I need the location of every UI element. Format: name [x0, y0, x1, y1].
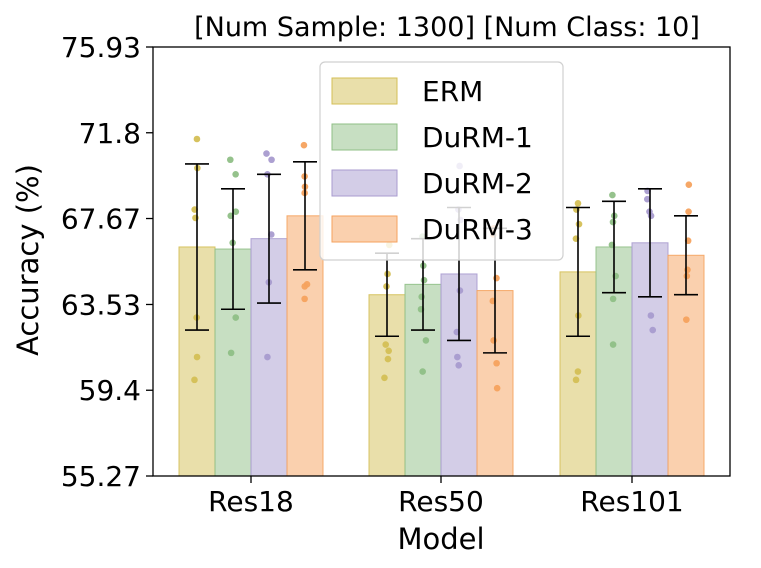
y-tick-label: 67.67	[61, 203, 141, 236]
legend-swatch	[331, 215, 398, 243]
data-point	[420, 276, 428, 284]
data-point	[643, 195, 651, 203]
data-point	[300, 141, 308, 149]
data-point	[609, 218, 617, 226]
data-point	[232, 208, 240, 215]
data-point	[683, 316, 690, 323]
data-point	[264, 353, 271, 361]
x-tick-label: Res18	[208, 485, 294, 518]
data-point	[382, 341, 390, 348]
legend-swatch	[331, 123, 398, 151]
data-point	[609, 191, 616, 199]
data-point	[419, 368, 426, 375]
legend-label: DuRM-2	[422, 167, 533, 200]
data-point	[385, 347, 392, 355]
data-point	[268, 156, 275, 164]
data-point	[422, 337, 430, 344]
data-point	[456, 287, 464, 294]
data-point	[647, 212, 655, 220]
data-point	[685, 208, 692, 215]
data-point	[454, 353, 461, 361]
data-point	[683, 272, 691, 280]
data-point	[455, 362, 463, 369]
data-point	[493, 274, 500, 282]
data-point	[647, 312, 655, 319]
data-point	[609, 295, 617, 303]
data-point	[384, 355, 392, 363]
data-point	[685, 181, 693, 188]
plot-area: 55.27 59.4 63.53 67.67 71.8 75.93 Res18 Res50 Re…	[61, 31, 731, 518]
x-tick-label: Res50	[398, 485, 484, 518]
data-point	[301, 295, 308, 303]
x-tick-label: Res101	[580, 485, 683, 518]
x-axis-label: Model	[397, 522, 484, 556]
data-point	[301, 283, 309, 290]
y-tick-label: 63.53	[61, 288, 141, 321]
y-tick-label: 55.27	[61, 460, 141, 493]
data-point	[381, 374, 388, 382]
data-point	[227, 349, 235, 357]
data-point	[263, 150, 270, 157]
y-tick-label: 59.4	[79, 374, 141, 407]
data-point	[193, 353, 201, 361]
data-point	[574, 368, 582, 375]
data-point	[191, 376, 198, 384]
y-tick-label: 75.93	[61, 31, 141, 64]
data-point	[684, 266, 691, 274]
data-point	[649, 326, 657, 334]
data-point	[493, 384, 501, 392]
data-point	[193, 135, 201, 143]
legend-swatch	[331, 77, 398, 105]
y-tick-label: 71.8	[79, 117, 141, 150]
data-point	[609, 341, 617, 348]
legend-label: DuRM-1	[422, 121, 533, 154]
legend-label: ERM	[422, 75, 483, 108]
legend-label: DuRM-3	[422, 213, 533, 246]
data-point	[418, 293, 425, 301]
data-point	[575, 220, 583, 228]
chart-title: [Num Sample: 1300] [Num Class: 10]	[194, 12, 700, 43]
data-point	[232, 170, 239, 178]
data-point	[574, 200, 582, 207]
data-point	[232, 314, 240, 321]
legend-box	[319, 61, 564, 261]
legend-swatch	[331, 169, 398, 197]
legend: ERM DuRM-1 DuRM-2 DuRM-3	[319, 61, 564, 261]
data-point	[493, 359, 500, 367]
data-point	[572, 376, 580, 384]
y-axis-label: Accuracy (%)	[11, 164, 45, 356]
data-point	[490, 337, 497, 344]
data-point	[227, 156, 234, 164]
